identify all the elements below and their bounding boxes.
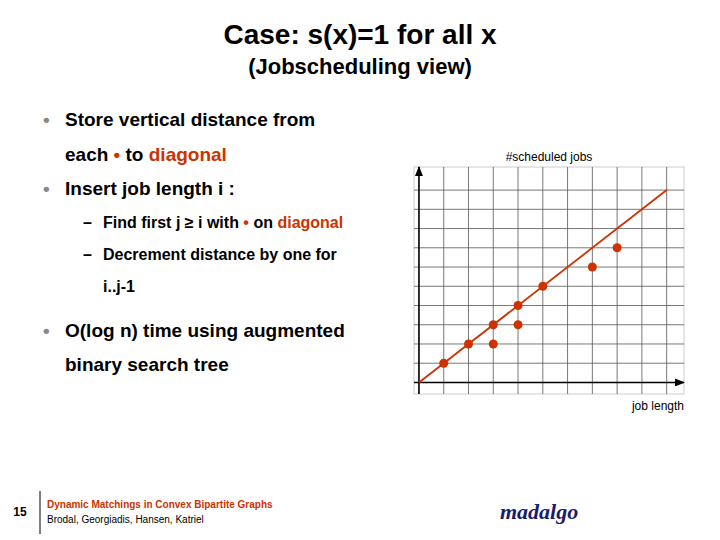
annotation-line: Insert job length i :: [65, 178, 235, 199]
annotation-line: Store vertical distance from: [65, 109, 315, 130]
grid-line-y: [414, 247, 684, 248]
grid-line-y: [414, 363, 684, 364]
grid-line-x: [468, 167, 469, 394]
annotation-run: binary search tree: [65, 354, 229, 375]
bullet: –: [83, 214, 92, 231]
grid-line-x: [567, 167, 568, 394]
grid-line-y: [414, 286, 684, 287]
grid-line-x: [418, 167, 419, 394]
title: Case: s(x)=1 for all x: [223, 19, 497, 50]
diagonal-line: [419, 190, 667, 382]
annotation-run: i..j-1: [103, 278, 135, 295]
annotation-run: Insert job length: [65, 178, 218, 199]
grid-line-x: [666, 167, 667, 394]
annotation-line: Decrement distance by one for: [103, 246, 337, 263]
dot: [439, 359, 448, 368]
annotation-run: ≥: [180, 214, 198, 231]
background: [0, 0, 720, 540]
grid-line-x: [592, 167, 593, 394]
annotation-line: each • to diagonal: [65, 144, 227, 165]
annotation-run: :: [223, 178, 235, 199]
footer-separator: [40, 491, 41, 534]
dot: [464, 339, 473, 348]
annotation-run: Decrement distance by one for: [103, 246, 337, 263]
dot: [489, 339, 498, 348]
annotation-run: ) time using augmented: [132, 320, 345, 341]
footer-title: Dynamic Matchings in Convex Bipartite Gr…: [47, 499, 273, 510]
annotation-run: diagonal: [277, 214, 343, 231]
grid-line-y: [414, 267, 684, 268]
annotation-line: binary search tree: [65, 354, 229, 375]
annotation-line: O(log n) time using augmented: [65, 320, 345, 341]
x-axis-label: job length: [631, 399, 684, 413]
grid-line-x: [542, 167, 543, 394]
grid-line-y: [414, 343, 684, 344]
bullet: •: [43, 109, 50, 130]
dot: [514, 301, 523, 310]
bullet: •: [43, 320, 50, 341]
slide: Case: s(x)=1 for all x (Jobscheduling vie…: [0, 0, 720, 540]
bullet: •: [43, 178, 50, 199]
annotation-run: each: [65, 144, 114, 165]
annotation-run: to: [120, 144, 149, 165]
annotation-run: diagonal: [149, 144, 227, 165]
plot-frame: [414, 167, 684, 394]
annotation-run: with: [202, 214, 243, 231]
grid-line-y: [414, 228, 684, 229]
grid-line-x: [641, 167, 642, 394]
subtitle: (Jobscheduling view): [248, 54, 472, 79]
grid-line-y: [414, 324, 684, 325]
grid-line-y: [414, 382, 684, 383]
y-axis-label: #scheduled jobs: [506, 150, 593, 164]
footer-authors: Brodal, Georgiadis, Hansen, Katriel: [47, 514, 204, 525]
data: [419, 190, 667, 382]
grid-line-x: [617, 167, 618, 394]
grid: [414, 167, 684, 394]
annotation-run: Store vertical distance from: [65, 109, 315, 130]
annotation-line: i..j-1: [103, 278, 135, 295]
x-axis: [414, 382, 684, 384]
bullet: –: [83, 246, 92, 263]
annotation-run: n: [120, 320, 132, 341]
y-axis: [418, 167, 420, 394]
grid-line-y: [414, 305, 684, 306]
dot: [489, 320, 498, 329]
dot: [538, 282, 547, 291]
annotation-run: on: [249, 214, 277, 231]
logo: madalgo: [500, 499, 578, 524]
grid-line-y: [414, 190, 684, 191]
annotation-run: Find first: [103, 214, 176, 231]
grid-line-x: [518, 167, 519, 394]
dot: [588, 263, 597, 272]
grid-line-x: [493, 167, 494, 394]
annotation-run: (log: [80, 320, 120, 341]
annotation-line: Find first j ≥ i with • on diagonal: [103, 214, 343, 231]
dot: [514, 320, 523, 329]
annotation-run: O: [65, 320, 80, 341]
dot: [613, 243, 622, 252]
footer-number: 15: [13, 505, 27, 519]
